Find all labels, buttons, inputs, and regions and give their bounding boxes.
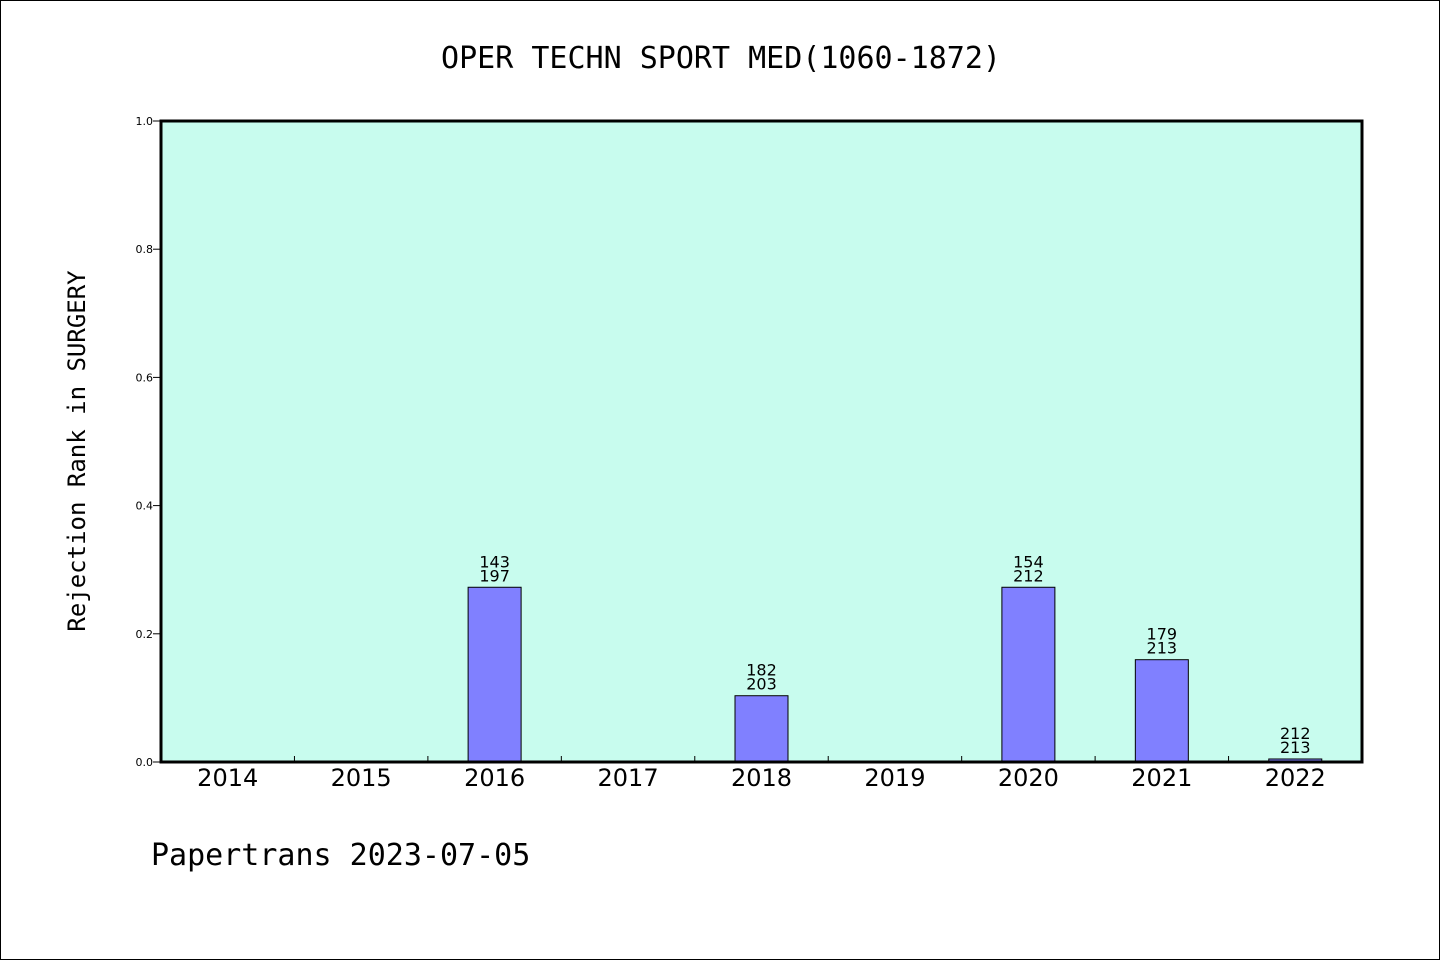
y-tick-label: 0.6 [136, 371, 154, 384]
y-tick-label: 0.4 [136, 500, 154, 513]
plot-area [161, 121, 1362, 762]
bar-label-bottom: 213 [1147, 639, 1178, 658]
x-tick-label: 2016 [464, 764, 525, 792]
y-tick-label: 0.8 [136, 243, 154, 256]
bar-label-top: 179 [1147, 625, 1178, 644]
bar-label-top: 212 [1280, 724, 1311, 743]
bar-label-bottom: 213 [1280, 738, 1311, 757]
x-tick-label: 2019 [864, 764, 925, 792]
y-tick-label: 1.0 [136, 115, 154, 128]
x-tick-label: 2014 [197, 764, 258, 792]
x-tick-label: 2022 [1265, 764, 1326, 792]
bar-2016 [467, 586, 522, 763]
x-tick-label: 2020 [998, 764, 1059, 792]
x-tick-label: 2015 [331, 764, 392, 792]
y-axis-label: Rejection Rank in SURGERY [63, 270, 91, 632]
x-tick-label: 2021 [1131, 764, 1192, 792]
bar-2021 [1134, 659, 1189, 763]
bar-label-top: 182 [746, 661, 777, 680]
ticks-layer: 0.0 0.2 0.4 0.6 0.8 1.0 2014 2015 2016 2017 2018 20… [136, 115, 1326, 792]
x-tick-label: 2018 [731, 764, 792, 792]
plot-border [159, 119, 1364, 764]
bar-label-top: 154 [1013, 552, 1044, 571]
bar-label-bottom: 203 [746, 675, 777, 694]
bar-2020 [1001, 586, 1056, 763]
bar-label-bottom: 212 [1013, 566, 1044, 585]
y-tick-label: 0.0 [136, 756, 154, 769]
y-tick-label: 0.2 [136, 628, 154, 641]
bar-label-top: 143 [479, 552, 510, 571]
x-tick-label: 2017 [598, 764, 659, 792]
chart-title: OPER TECHN SPORT MED(1060-1872) [441, 41, 1001, 76]
bar-label-bottom: 197 [479, 566, 510, 585]
bar-2018 [734, 695, 789, 763]
footer-watermark: Papertrans 2023-07-05 [151, 838, 530, 873]
